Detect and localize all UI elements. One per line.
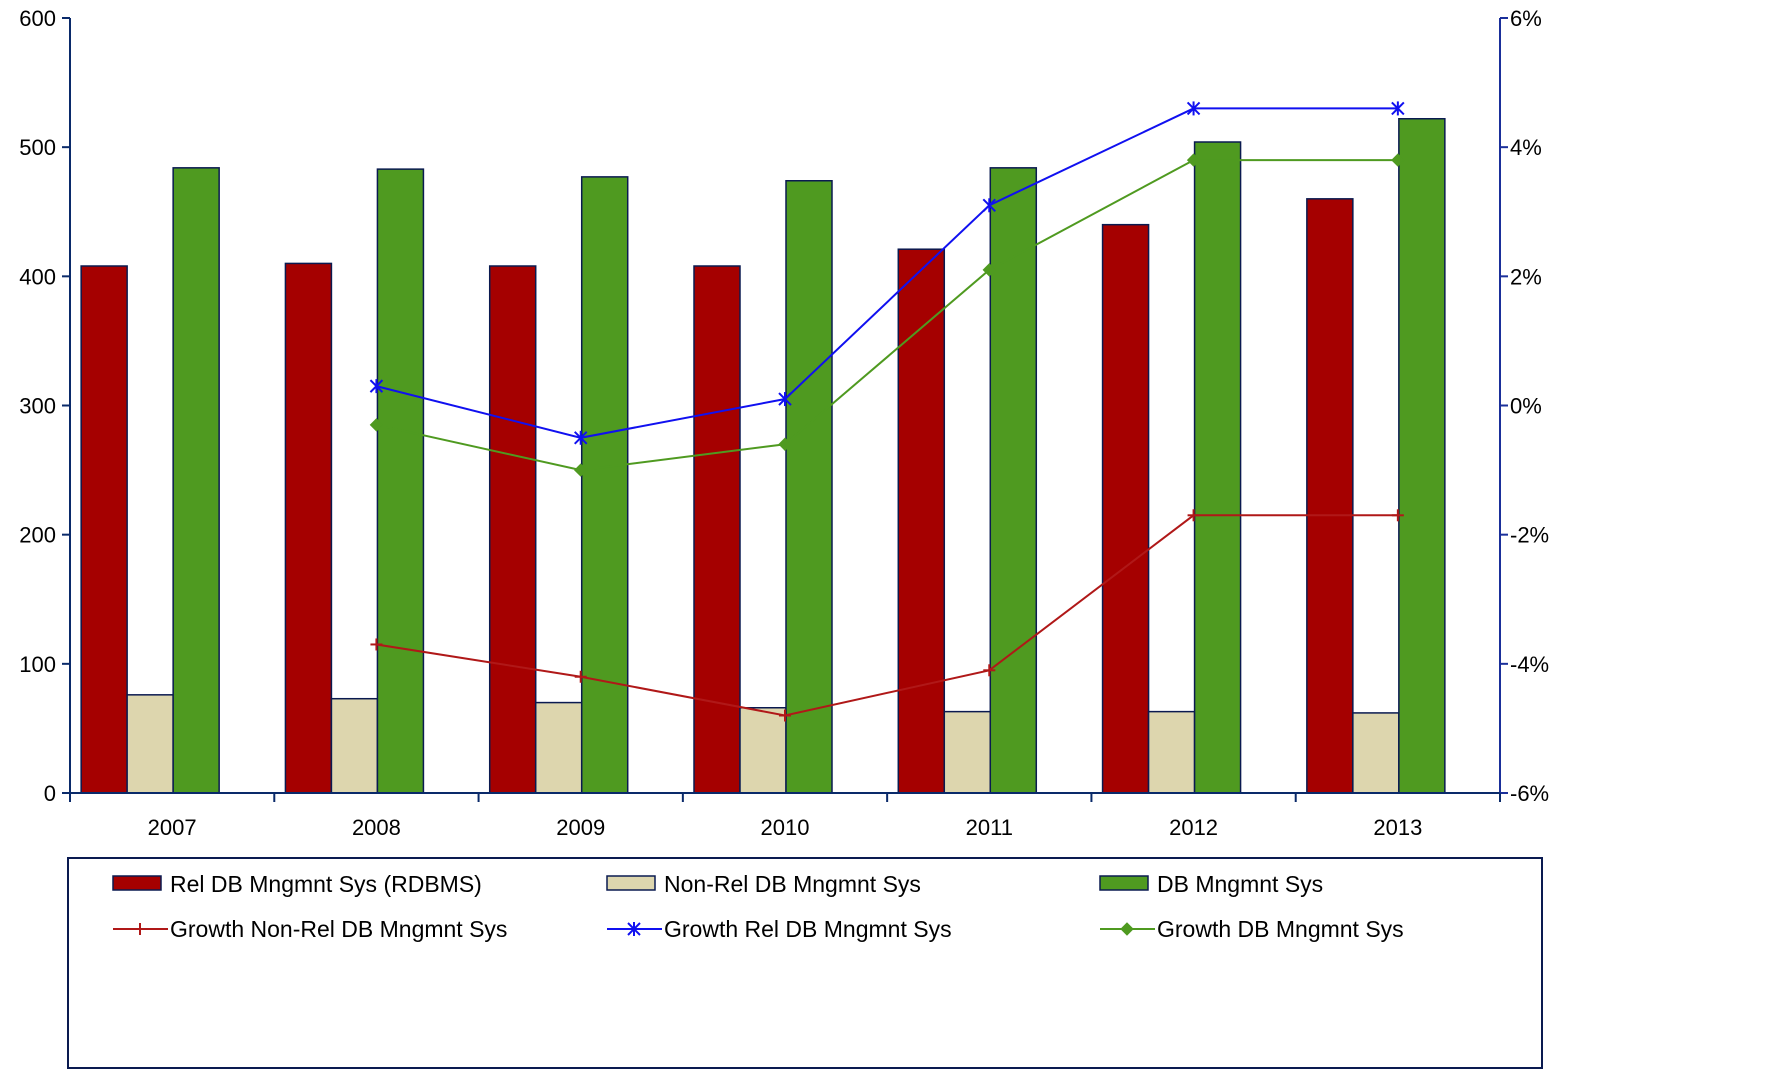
- legend-label: Growth DB Mngmnt Sys: [1157, 916, 1404, 942]
- x-tick-label: 2009: [556, 815, 605, 840]
- legend-swatch-1: [112, 875, 162, 891]
- bar-3-2008: [376, 168, 425, 794]
- legend-swatch-3: [1099, 875, 1149, 891]
- line-3-point-2013: [1391, 153, 1405, 167]
- line-1-point-2013: [1391, 509, 1404, 522]
- legend-label: DB Mngmnt Sys: [1157, 871, 1323, 897]
- y-left-tick-label: 200: [19, 523, 56, 548]
- bar-1-2013: [1306, 198, 1354, 794]
- line-2-point-2013: [1391, 101, 1405, 116]
- line-3-point-2012: [1186, 153, 1201, 167]
- legend-box: [67, 857, 1543, 1069]
- labels-layer: 0 100 200 300 400 500 600 -6% -4% -2% 0% 2% 4% 6% 2007…: [19, 6, 1549, 840]
- y-left-tick-label: 300: [19, 394, 56, 419]
- x-tick-label: 2013: [1373, 815, 1422, 840]
- line-3-point-2011: [982, 263, 996, 277]
- x-tick-label: 2012: [1169, 815, 1218, 840]
- bar-1-2010: [693, 265, 741, 794]
- bar-1-2008: [284, 262, 333, 794]
- legend-marker-3-shape: [1120, 922, 1134, 936]
- line-3-point-2008: [369, 418, 384, 432]
- x-tick-label: 2010: [761, 815, 810, 840]
- y-left-tick-label: 0: [44, 781, 56, 806]
- line-1-point-2011: [983, 664, 996, 677]
- line-3-point-2013-shape: [1391, 153, 1405, 167]
- bar-2-2011: [943, 710, 992, 794]
- line-2-point-2010: [778, 392, 792, 407]
- y-right-tick-label: -2%: [1510, 523, 1549, 548]
- legend-label: Rel DB Mngmnt Sys (RDBMS): [170, 871, 482, 897]
- axes-layer: [62, 17, 1508, 802]
- line-3-point-2012-shape: [1186, 153, 1201, 167]
- x-tick-label: 2007: [148, 815, 197, 840]
- line-3-point-2010-shape: [778, 437, 792, 451]
- line-series-3: [376, 159, 1398, 472]
- line-2-point-2008: [369, 379, 384, 394]
- bars-layer: [80, 118, 1446, 794]
- line-3-point-2010: [778, 437, 792, 451]
- y-left-tick-label: 400: [19, 264, 56, 289]
- bar-3-2009: [580, 176, 629, 794]
- legend-label: Non-Rel DB Mngmnt Sys: [664, 871, 921, 897]
- line-2-point-2011: [982, 198, 996, 213]
- legend-swatch-2: [606, 875, 656, 891]
- legend-label: Growth Rel DB Mngmnt Sys: [664, 916, 952, 942]
- bar-1-2012: [1101, 223, 1150, 794]
- bar-3-2010: [785, 180, 833, 794]
- legend-marker-2: [627, 922, 641, 936]
- bar-2-2013: [1352, 712, 1400, 794]
- bar-3-2013: [1398, 118, 1446, 794]
- bar-2-2009: [534, 701, 583, 794]
- line-3-point-2009-shape: [574, 463, 588, 477]
- y-right-tick-label: 2%: [1510, 264, 1542, 289]
- line-2-point-2012: [1186, 101, 1201, 116]
- y-right-tick-label: 4%: [1510, 135, 1542, 160]
- bar-1-2007: [80, 265, 128, 794]
- y-right-tick-label: -6%: [1510, 781, 1549, 806]
- y-left-tick-label: 600: [19, 6, 56, 31]
- bar-3-2007: [172, 167, 220, 794]
- bar-3-2012: [1193, 141, 1242, 794]
- x-tick-label: 2008: [352, 815, 401, 840]
- legend-marker-1: [134, 923, 146, 935]
- line-1-point-2010: [779, 709, 791, 722]
- line-series-2: [376, 107, 1398, 439]
- line-1-point-2009: [574, 670, 587, 683]
- bar-2-2007: [126, 694, 174, 794]
- bar-1-2011: [897, 248, 946, 794]
- line-3-point-2009: [574, 463, 588, 477]
- line-3-point-2008-shape: [369, 418, 384, 432]
- bar-3-2011: [989, 167, 1038, 794]
- line-3-point-2011-shape: [982, 263, 996, 277]
- line-1-point-2012: [1187, 509, 1200, 522]
- y-left-tick-label: 100: [19, 652, 56, 677]
- y-right-tick-label: 6%: [1510, 6, 1542, 31]
- y-left-tick-label: 500: [19, 135, 56, 160]
- y-right-tick-label: 0%: [1510, 394, 1542, 419]
- legend-marker-3: [1120, 922, 1134, 936]
- bar-1-2009: [488, 265, 537, 794]
- line-series-1: [376, 514, 1398, 717]
- bar-2-2012: [1147, 710, 1196, 794]
- legend: Rel DB Mngmnt Sys (RDBMS) Non-Rel DB Mngm…: [67, 857, 1543, 1069]
- x-tick-label: 2011: [966, 815, 1013, 840]
- legend-label: Growth Non-Rel DB Mngmnt Sys: [170, 916, 507, 942]
- line-2-point-2009: [574, 430, 588, 445]
- bar-2-2008: [330, 697, 379, 794]
- bar-2-2010: [739, 707, 787, 794]
- lines-layer: [369, 101, 1405, 722]
- y-right-tick-label: -4%: [1510, 652, 1549, 677]
- line-1-point-2008: [370, 638, 383, 651]
